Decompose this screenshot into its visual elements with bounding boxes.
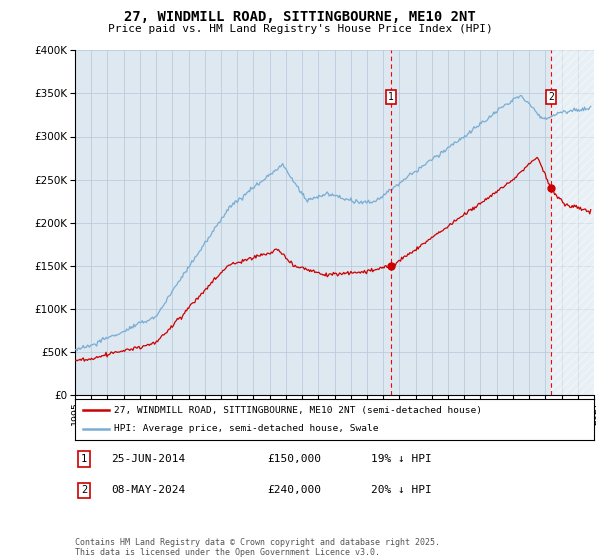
- Text: HPI: Average price, semi-detached house, Swale: HPI: Average price, semi-detached house,…: [114, 424, 379, 433]
- Text: 2: 2: [548, 92, 554, 102]
- Text: 20% ↓ HPI: 20% ↓ HPI: [371, 486, 431, 496]
- Bar: [551, 50, 600, 395]
- Text: 27, WINDMILL ROAD, SITTINGBOURNE, ME10 2NT (semi-detached house): 27, WINDMILL ROAD, SITTINGBOURNE, ME10 2…: [114, 405, 482, 414]
- Text: 19% ↓ HPI: 19% ↓ HPI: [371, 454, 431, 464]
- Text: 27, WINDMILL ROAD, SITTINGBOURNE, ME10 2NT: 27, WINDMILL ROAD, SITTINGBOURNE, ME10 2…: [124, 10, 476, 24]
- Text: 1: 1: [388, 92, 394, 102]
- Text: £240,000: £240,000: [267, 486, 321, 496]
- Text: 08-MAY-2024: 08-MAY-2024: [112, 486, 185, 496]
- Text: 2: 2: [81, 486, 88, 496]
- Text: Contains HM Land Registry data © Crown copyright and database right 2025.
This d: Contains HM Land Registry data © Crown c…: [75, 538, 440, 557]
- Text: £150,000: £150,000: [267, 454, 321, 464]
- Text: 1: 1: [81, 454, 88, 464]
- Text: 25-JUN-2014: 25-JUN-2014: [112, 454, 185, 464]
- Text: Price paid vs. HM Land Registry's House Price Index (HPI): Price paid vs. HM Land Registry's House …: [107, 24, 493, 34]
